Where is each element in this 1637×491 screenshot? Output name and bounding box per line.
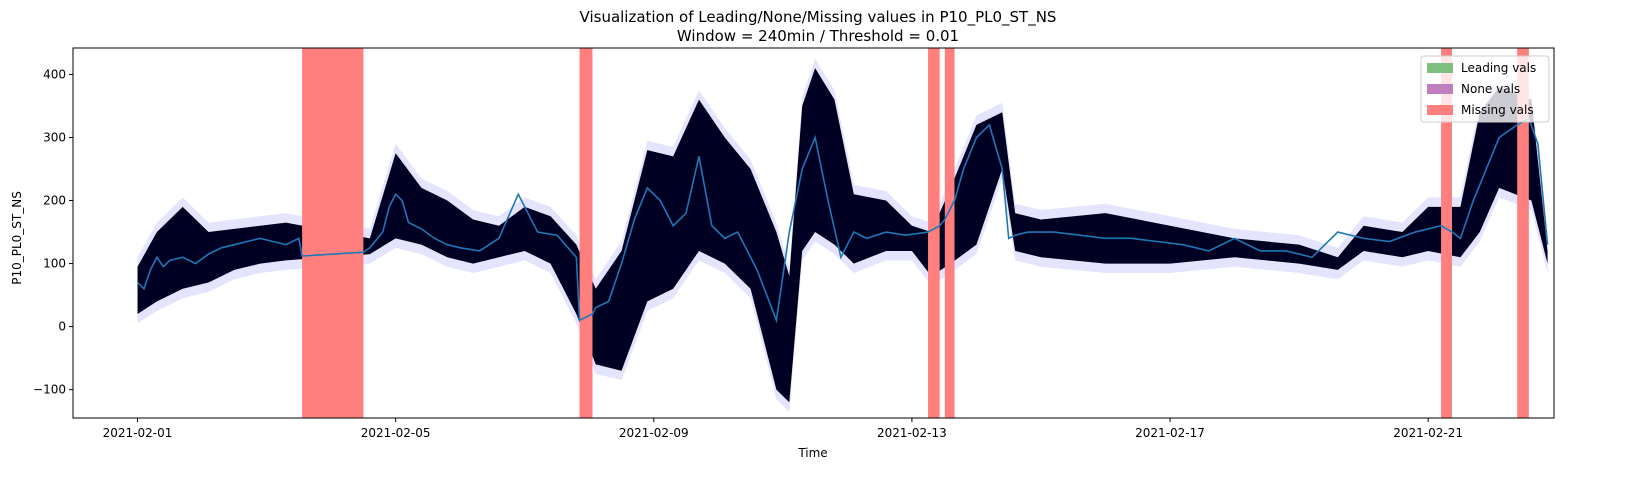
x-axis-label: Time xyxy=(797,446,827,460)
rolling-mean-series xyxy=(136,117,1549,324)
legend-swatch-none xyxy=(1427,84,1453,94)
legend: Leading vals None vals Missing vals xyxy=(1420,55,1550,123)
x-tick-label: 2021-02-01 xyxy=(103,426,173,440)
y-axis-label: P10_PL0_ST_NS xyxy=(10,191,24,285)
x-tick-label: 2021-02-09 xyxy=(619,426,689,440)
y-tick-label: −100 xyxy=(33,383,66,397)
x-tick-label: 2021-02-21 xyxy=(1393,426,1463,440)
y-axis: −100 0 100 200 300 400 xyxy=(33,67,73,397)
y-tick-label: 300 xyxy=(43,131,66,145)
x-axis: 2021-02-01 2021-02-05 2021-02-09 2021-02-13… xyxy=(103,418,1463,440)
plot-frame xyxy=(72,47,1555,419)
y-tick-label: 0 xyxy=(58,320,66,334)
missing-span-5 xyxy=(1517,48,1529,418)
missing-span-4 xyxy=(1441,48,1453,418)
legend-label-leading: Leading vals xyxy=(1461,61,1536,75)
raw-values-series xyxy=(137,68,1548,403)
legend-label-none: None vals xyxy=(1461,82,1520,96)
plot-area xyxy=(136,48,1549,418)
chart-subtitle: Window = 240min / Threshold = 0.01 xyxy=(677,27,959,45)
y-tick-label: 200 xyxy=(43,194,66,208)
missing-span-1 xyxy=(579,48,593,418)
x-tick-label: 2021-02-13 xyxy=(877,426,947,440)
x-tick-label: 2021-02-05 xyxy=(361,426,431,440)
legend-label-missing: Missing vals xyxy=(1461,103,1534,117)
x-tick-label: 2021-02-17 xyxy=(1135,426,1205,440)
y-tick-label: 100 xyxy=(43,257,66,271)
y-tick-label: 400 xyxy=(43,67,66,81)
legend-swatch-leading xyxy=(1427,63,1453,73)
legend-swatch-missing xyxy=(1427,105,1453,115)
missing-span-2 xyxy=(928,48,940,418)
chart-title: Visualization of Leading/None/Missing va… xyxy=(580,8,1057,27)
missing-span-3 xyxy=(944,48,955,418)
missing-span-0 xyxy=(302,48,364,418)
